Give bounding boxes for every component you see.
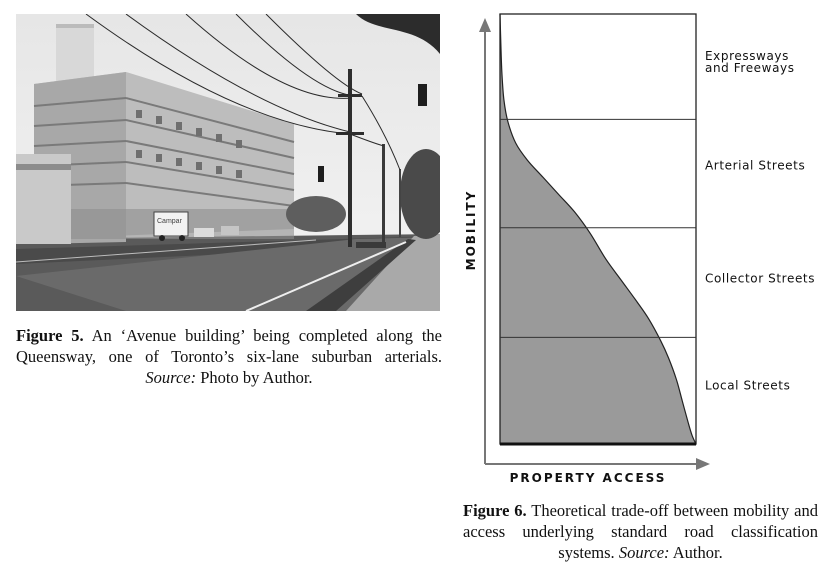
utility-pole — [382, 144, 385, 242]
car — [221, 226, 239, 235]
utility-pole — [348, 69, 352, 247]
trade-off-curve — [499, 13, 697, 445]
trade-off-area — [500, 14, 696, 444]
figure-6-source-label: Source: — [618, 543, 670, 562]
sidewalk — [346, 234, 440, 311]
band-label: Local Streets — [705, 378, 790, 392]
car — [194, 228, 214, 237]
street-photo-illustration: Campar — [16, 14, 440, 311]
truck-logo: Campar — [157, 218, 183, 225]
tree-canopy — [356, 14, 440, 54]
truck — [153, 211, 189, 237]
y-axis-arrow — [479, 18, 491, 32]
band-label: Collector Streets — [705, 272, 815, 286]
tower-top — [56, 24, 94, 84]
figure-5-caption: Figure 5. An ‘Avenue building’ being com… — [16, 325, 442, 388]
power-lines — [85, 14, 401, 171]
figure-5-source-label: Source: — [145, 368, 197, 387]
tree-right — [400, 149, 440, 239]
figure-5-text: An ‘Avenue building’ being completed alo… — [16, 326, 442, 366]
band-label: and Freeways — [705, 61, 795, 75]
figure-6-source-text: Author. — [669, 543, 723, 562]
figure-6-chart: Expressways and Freeways Arterial Streets C… — [458, 0, 832, 495]
y-axis-label: MOBILITY — [464, 190, 478, 271]
traffic-light — [318, 166, 324, 182]
band-label: Arterial Streets — [705, 158, 805, 172]
figure-5-label: Figure 5. — [16, 326, 84, 345]
utility-pole — [399, 169, 401, 237]
lane-marking-far — [16, 239, 317, 263]
figure-6-text: Theoretical trade-off between mobility a… — [463, 501, 818, 562]
x-axis-label: PROPERTY ACCESS — [510, 471, 667, 485]
figure-5-photo: Campar — [16, 14, 440, 311]
figure-6-caption: Figure 6. Theoretical trade-off between … — [463, 500, 818, 563]
traffic-light — [418, 84, 427, 106]
building-windows — [136, 110, 242, 178]
trees — [286, 196, 346, 232]
lane-marking — [245, 241, 407, 311]
bench — [356, 242, 386, 248]
figure-5-source-text: Photo by Author. — [196, 368, 313, 387]
band-label: Expressways — [705, 49, 789, 63]
figure-6-label: Figure 6. — [463, 501, 527, 520]
curb-strip — [306, 239, 416, 311]
x-axis-arrow — [696, 458, 710, 470]
